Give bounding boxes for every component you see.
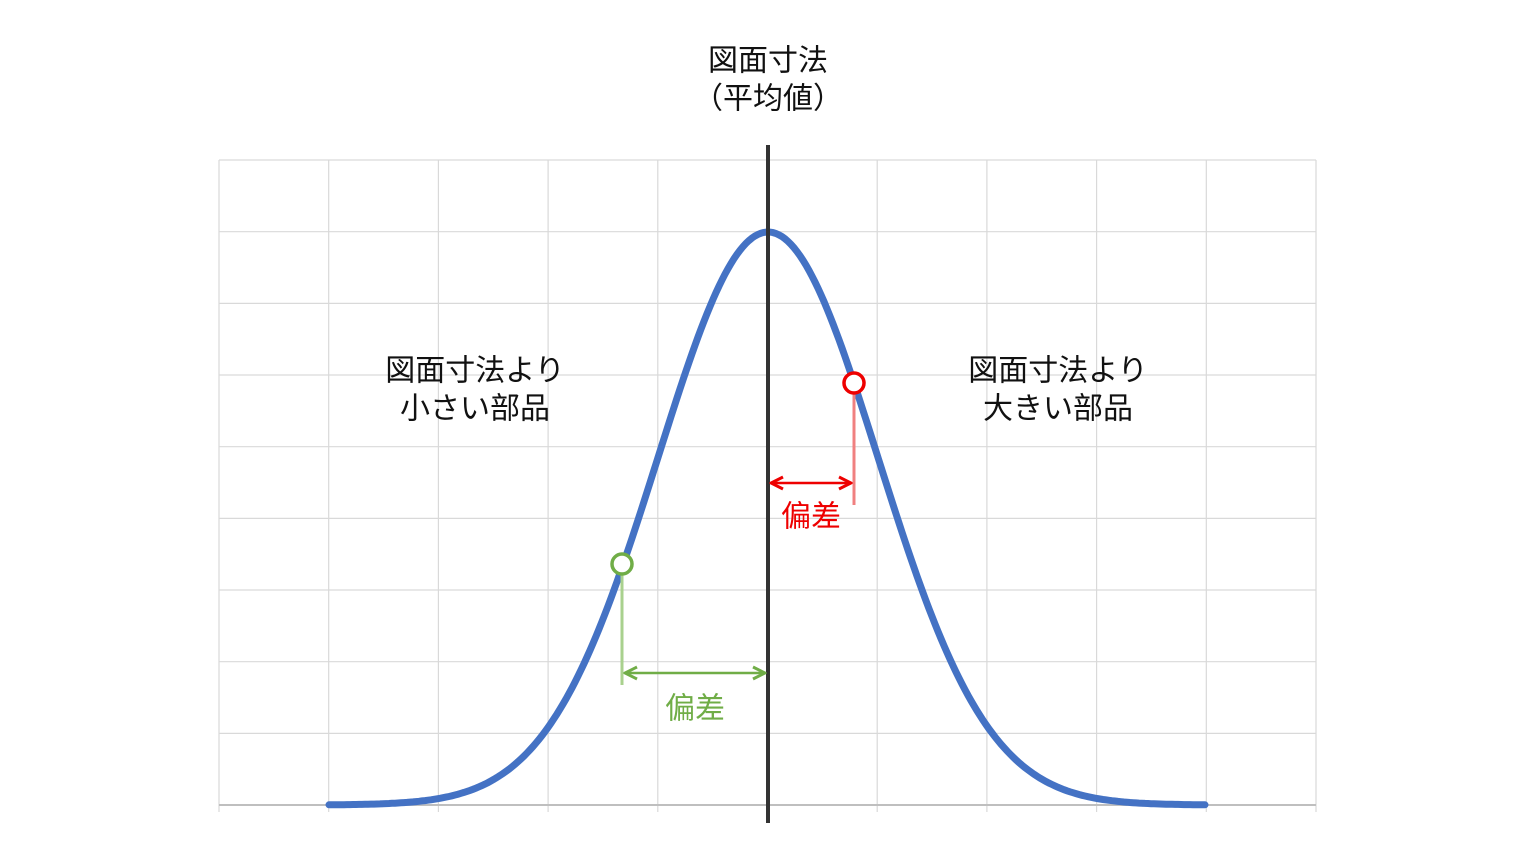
right-label: 大きい部品 — [983, 392, 1133, 427]
deviation-label: 偏差 — [665, 692, 725, 727]
title: 図面寸法 — [708, 44, 828, 79]
left-label: 図面寸法より — [385, 354, 564, 389]
left-label: 小さい部品 — [400, 392, 550, 427]
deviation-label: 偏差 — [781, 500, 841, 535]
right-label: 図面寸法より — [968, 354, 1147, 389]
green-point — [610, 552, 634, 576]
red-point — [842, 371, 866, 395]
title: （平均値） — [693, 82, 843, 117]
